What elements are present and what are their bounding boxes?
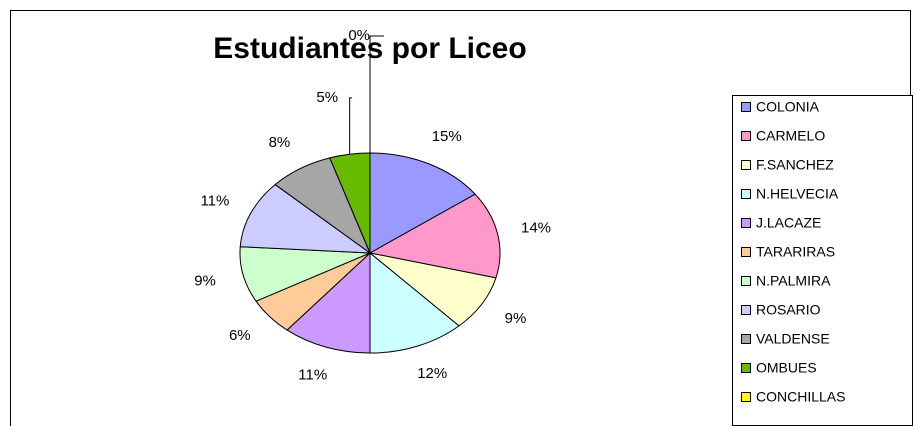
legend-swatch: [741, 334, 751, 344]
leader-line: [369, 35, 384, 153]
legend-label: CONCHILLAS: [756, 389, 845, 405]
legend-label: ROSARIO: [756, 302, 821, 318]
legend-swatch: [741, 276, 751, 286]
legend-swatch: [741, 102, 751, 112]
legend-swatch: [741, 160, 751, 170]
pie-slice: [369, 152, 476, 254]
data-label: 11%: [298, 366, 327, 383]
data-label: 14%: [521, 220, 551, 237]
data-label: 0%: [348, 27, 370, 44]
legend-label: VALDENSE: [756, 331, 830, 347]
data-label: 11%: [200, 192, 229, 209]
data-label: 5%: [316, 89, 338, 106]
legend-label: TARARIRAS: [756, 244, 835, 260]
pie-slice: [239, 183, 372, 254]
legend-swatch: [741, 305, 751, 315]
data-label: 15%: [432, 128, 462, 145]
leader-line: [349, 97, 353, 155]
legend-swatch: [741, 131, 751, 141]
data-label: 6%: [229, 327, 251, 344]
data-label: 9%: [194, 272, 216, 289]
data-label: 9%: [505, 310, 527, 327]
legend-label: N.HELVECIA: [756, 186, 839, 202]
data-label: 8%: [269, 134, 291, 151]
legend-swatch: [741, 218, 751, 228]
data-label: 12%: [417, 365, 447, 382]
legend-swatch: [741, 189, 751, 199]
legend-swatch: [741, 363, 751, 373]
legend-swatch: [741, 392, 751, 402]
legend-label: COLONIA: [756, 99, 820, 115]
legend-label: N.PALMIRA: [756, 273, 831, 289]
pie-slice: [369, 251, 460, 354]
legend-label: OMBUES: [756, 360, 817, 376]
pie-slice: [368, 193, 501, 279]
legend-swatch: [741, 247, 751, 257]
legend-label: J.LACAZE: [756, 215, 821, 231]
legend-label: CARMELO: [756, 128, 825, 144]
legend-label: F.SANCHEZ: [756, 157, 834, 173]
pie-slice: [286, 251, 371, 354]
legend-box: [732, 95, 913, 426]
